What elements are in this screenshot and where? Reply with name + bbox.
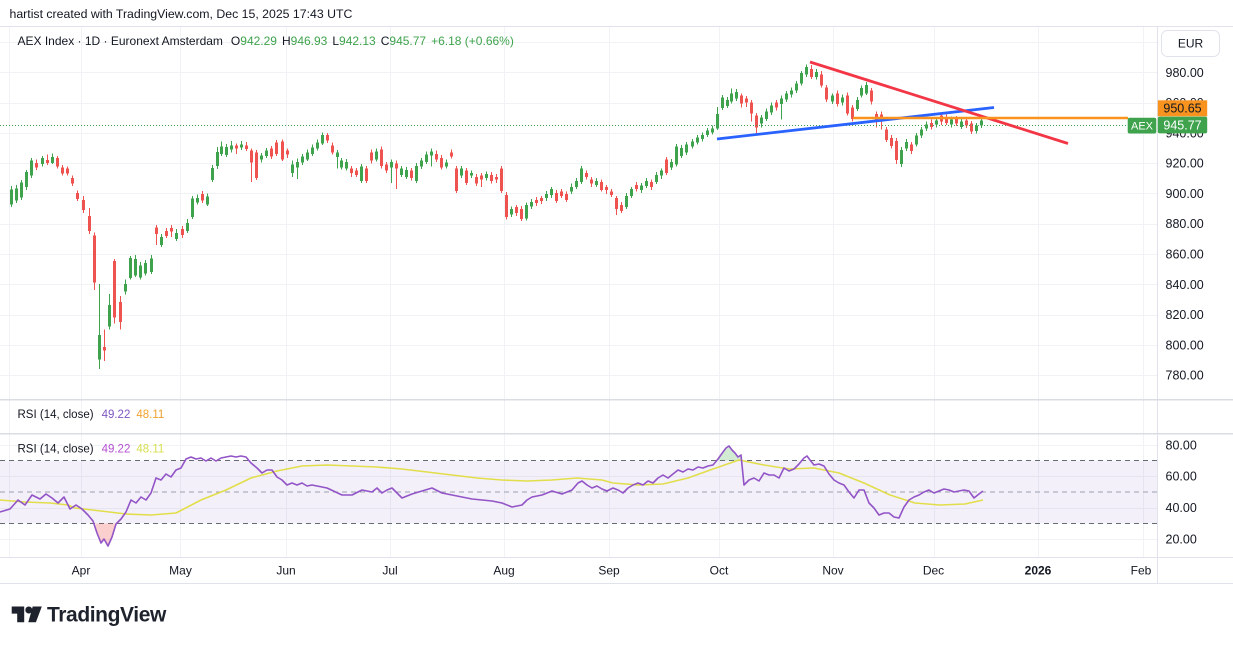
svg-text:820.00: 820.00 [1166,308,1204,322]
svg-text:EUR: EUR [1178,37,1204,51]
svg-text:AEX: AEX [1131,121,1154,133]
svg-text:Oct: Oct [710,564,729,578]
svg-text:920.00: 920.00 [1166,157,1204,171]
svg-text:hartist created with TradingVi: hartist created with TradingView.com, De… [10,7,353,21]
svg-text:950.65: 950.65 [1163,102,1201,116]
svg-text:Sep: Sep [598,564,620,578]
svg-text:880.00: 880.00 [1166,217,1204,231]
svg-text:Nov: Nov [822,564,843,578]
svg-text:780.00: 780.00 [1166,369,1204,383]
svg-text:Dec: Dec [923,564,944,578]
svg-text:840.00: 840.00 [1166,278,1204,292]
svg-text:AEX Index · 1D · Euronext Amst: AEX Index · 1D · Euronext Amsterdam O942.… [18,34,514,48]
svg-text:2026: 2026 [1025,564,1052,578]
svg-text:Feb: Feb [1131,564,1152,578]
svg-text:Jun: Jun [276,564,295,578]
svg-text:20.00: 20.00 [1166,533,1197,547]
svg-text:980.00: 980.00 [1166,66,1204,80]
svg-text:Apr: Apr [72,564,91,578]
svg-text:Aug: Aug [493,564,514,578]
svg-text:40.00: 40.00 [1166,501,1197,515]
svg-text:May: May [169,564,192,578]
svg-text:860.00: 860.00 [1166,248,1204,262]
svg-text:900.00: 900.00 [1166,187,1204,201]
svg-text:Jul: Jul [382,564,397,578]
svg-text:TradingView: TradingView [47,604,167,627]
svg-text:80.00: 80.00 [1166,438,1197,452]
svg-text:800.00: 800.00 [1166,338,1204,352]
svg-text:945.77: 945.77 [1163,119,1201,133]
svg-text:60.00: 60.00 [1166,470,1197,484]
